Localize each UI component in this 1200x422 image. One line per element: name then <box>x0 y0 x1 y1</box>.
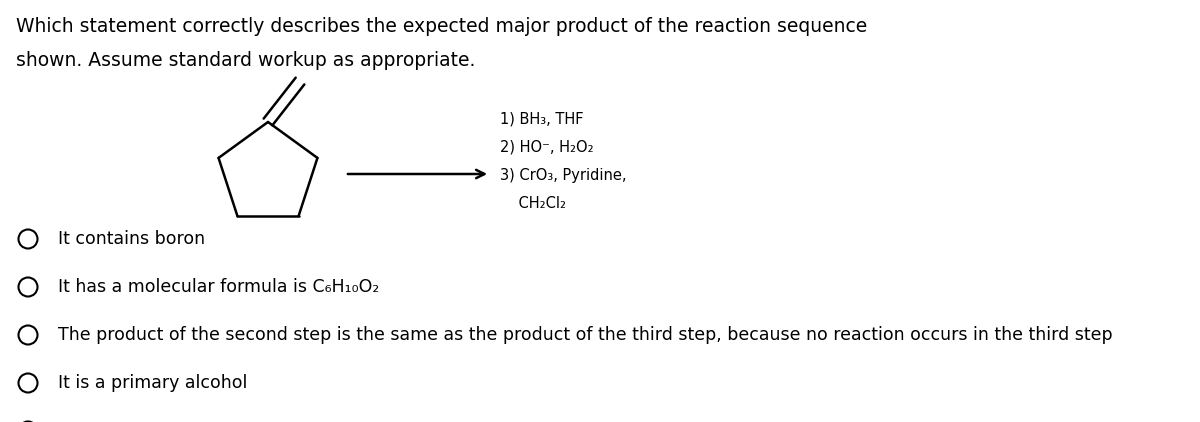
Text: It has a molecular formula is C₆H₁₀O₂: It has a molecular formula is C₆H₁₀O₂ <box>58 278 379 296</box>
Text: It is a primary alcohol: It is a primary alcohol <box>58 374 247 392</box>
Text: It contains boron: It contains boron <box>58 230 205 248</box>
Text: 2) HO⁻, H₂O₂: 2) HO⁻, H₂O₂ <box>500 140 594 155</box>
Text: CH₂Cl₂: CH₂Cl₂ <box>500 196 566 211</box>
Text: 3) CrO₃, Pyridine,: 3) CrO₃, Pyridine, <box>500 168 626 183</box>
Text: shown. Assume standard workup as appropriate.: shown. Assume standard workup as appropr… <box>16 51 475 70</box>
Text: Which statement correctly describes the expected major product of the reaction s: Which statement correctly describes the … <box>16 17 866 36</box>
Text: 1) BH₃, THF: 1) BH₃, THF <box>500 112 583 127</box>
Text: The product of the second step is the same as the product of the third step, bec: The product of the second step is the sa… <box>58 326 1112 344</box>
